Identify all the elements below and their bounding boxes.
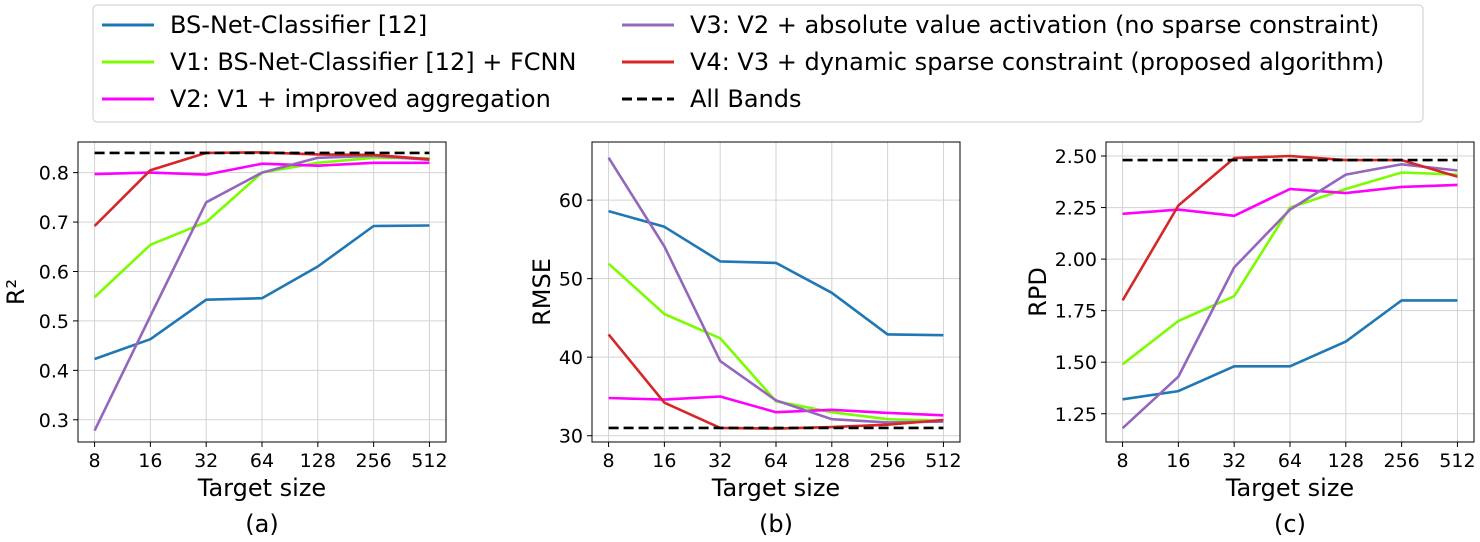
- legend-item-all: All Bands: [622, 85, 802, 113]
- legend-label-v3: V3: V2 + absolute value activation (no s…: [690, 11, 1379, 39]
- panel-label: (a): [245, 510, 278, 538]
- x-axis-label: Target size: [1225, 474, 1354, 502]
- series-line-v1: [1121, 171, 1458, 366]
- y-tick-label: 60: [559, 190, 583, 212]
- legend-label-v1: V1: BS-Net-Classifier [12] + FCNN: [170, 48, 576, 76]
- legend-item-v2: V2: V1 + improved aggregation: [102, 85, 551, 113]
- y-tick-label: 50: [559, 269, 583, 291]
- y-tick-label: 0.8: [39, 163, 69, 185]
- x-tick-label: 8: [89, 450, 101, 472]
- y-axis-label: RMSE: [528, 258, 556, 326]
- x-tick-label: 32: [194, 450, 218, 472]
- x-tick-label: 128: [1328, 450, 1364, 472]
- x-tick-label: 512: [411, 450, 447, 472]
- legend-label-bs: BS-Net-Classifier [12]: [170, 11, 427, 39]
- legend-item-v1: V1: BS-Net-Classifier [12] + FCNN: [102, 48, 576, 76]
- legend: BS-Net-Classifier [12] V1: BS-Net-Classif…: [92, 4, 1424, 123]
- x-tick-label: 32: [708, 450, 732, 472]
- x-tick-label: 8: [1117, 450, 1129, 472]
- y-tick-label: 0.4: [39, 360, 69, 382]
- y-axis-label: R²: [2, 279, 30, 305]
- series-line-bs: [1122, 299, 1458, 401]
- x-tick-label: 256: [355, 450, 391, 472]
- y-tick-label: 1.50: [1055, 352, 1097, 374]
- series-line-v2: [608, 395, 944, 417]
- y-tick-label: 0.6: [39, 261, 69, 283]
- series-line-v3: [607, 157, 944, 424]
- x-tick-label: 512: [1439, 450, 1475, 472]
- x-tick-label: 256: [1383, 450, 1419, 472]
- x-tick-label: 128: [300, 450, 336, 472]
- panel-label: (b): [759, 510, 793, 538]
- x-tick-label: 256: [869, 450, 905, 472]
- series-line-v3: [1121, 163, 1458, 430]
- legend-label-v4: V4: V3 + dynamic sparse constraint (prop…: [690, 48, 1384, 76]
- y-tick-label: 1.25: [1055, 404, 1097, 426]
- y-axis-label: RPD: [1024, 267, 1052, 317]
- chart-panel-1: 8 16 32 64 128 256 512 0.3 0.4 0.5 0.6 0.7 0.8 Target…: [2, 141, 448, 538]
- y-tick-label: 40: [559, 347, 583, 369]
- y-tick-label: 2.50: [1055, 146, 1097, 168]
- x-axis-label: Target size: [197, 474, 326, 502]
- legend-item-v3: V3: V2 + absolute value activation (no s…: [622, 11, 1379, 39]
- y-tick-label: 1.75: [1055, 301, 1097, 323]
- chart-panels: 8 16 32 64 128 256 512 0.3 0.4 0.5 0.6 0.7 0.8 Target…: [2, 141, 1476, 538]
- series-line-bs: [94, 224, 430, 361]
- panel-label: (c): [1274, 510, 1306, 538]
- series-line-v2: [1122, 183, 1458, 218]
- x-tick-label: 8: [603, 450, 615, 472]
- x-tick-label: 64: [250, 450, 274, 472]
- y-tick-label: 0.7: [39, 212, 69, 234]
- x-tick-label: 64: [1278, 450, 1302, 472]
- legend-label-all: All Bands: [690, 85, 802, 113]
- x-tick-label: 32: [1222, 450, 1246, 472]
- x-tick-label: 16: [1166, 450, 1190, 472]
- y-tick-label: 0.3: [39, 410, 69, 432]
- chart-panel-3: 8 16 32 64 128 256 512 1.25 1.50 1.75 2.00 2.25 2.50…: [1024, 141, 1476, 538]
- series-line-bs: [608, 209, 944, 337]
- x-tick-label: 64: [764, 450, 788, 472]
- x-tick-label: 16: [138, 450, 162, 472]
- series-line-v2: [94, 161, 430, 176]
- x-tick-label: 128: [814, 450, 850, 472]
- legend-item-v4: V4: V3 + dynamic sparse constraint (prop…: [622, 48, 1384, 76]
- legend-frame: [92, 4, 1424, 123]
- y-tick-label: 0.5: [39, 311, 69, 333]
- x-tick-label: 512: [925, 450, 961, 472]
- x-axis-label: Target size: [711, 474, 840, 502]
- y-tick-label: 2.00: [1055, 249, 1097, 271]
- x-tick-label: 16: [652, 450, 676, 472]
- y-tick-label: 2.25: [1055, 198, 1097, 220]
- y-tick-label: 30: [559, 426, 583, 448]
- chart-panel-2: 8 16 32 64 128 256 512 30 40 50 60 Target size RMSE (…: [528, 141, 962, 538]
- legend-label-v2: V2: V1 + improved aggregation: [170, 85, 551, 113]
- legend-item-bs: BS-Net-Classifier [12]: [102, 11, 427, 39]
